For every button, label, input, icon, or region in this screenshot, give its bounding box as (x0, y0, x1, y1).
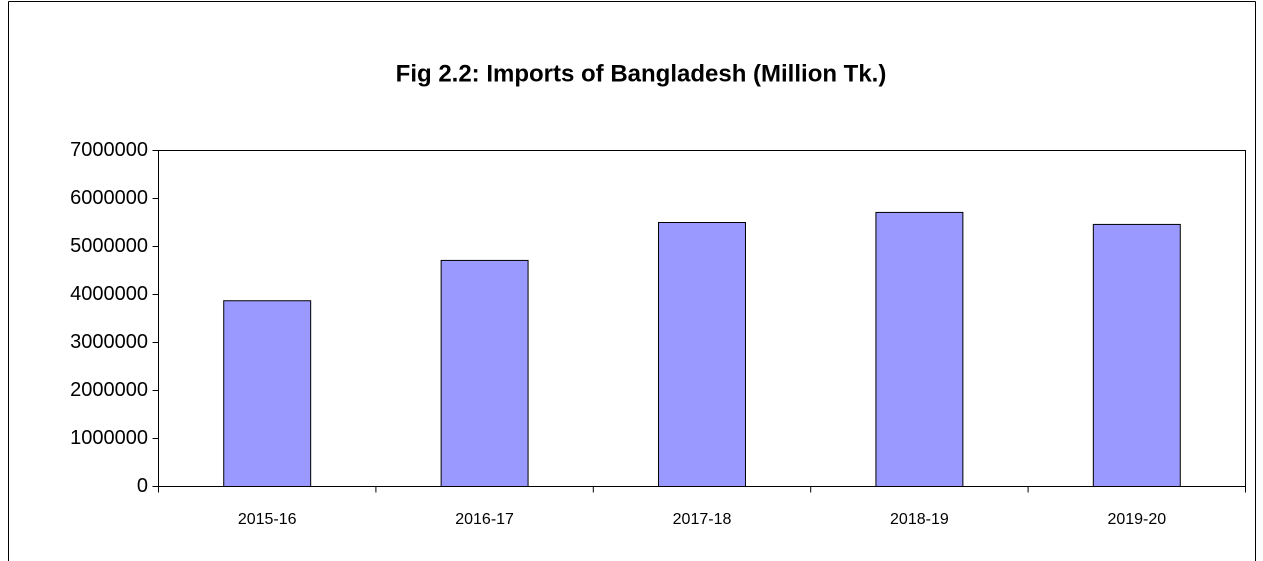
y-tick-label: 5000000 (70, 235, 148, 257)
y-tick-label: 2000000 (70, 379, 148, 401)
x-tick-label: 2016-17 (455, 511, 514, 528)
bar (1092, 223, 1181, 487)
y-tick-label: 0 (137, 475, 148, 497)
y-tick-label: 6000000 (70, 187, 148, 209)
y-tick-label: 4000000 (70, 283, 148, 305)
y-tick-label: 1000000 (70, 427, 148, 449)
bar (875, 211, 964, 487)
x-tick-label: 2015-16 (238, 511, 297, 528)
bar (223, 300, 312, 487)
y-tick-label: 3000000 (70, 331, 148, 353)
x-tick-label: 2018-19 (890, 511, 949, 528)
y-tick-label: 7000000 (70, 139, 148, 161)
x-tick-label: 2019-20 (1107, 511, 1166, 528)
chart-title: Fig 2.2: Imports of Bangladesh (Million … (396, 60, 887, 87)
bar (440, 259, 529, 488)
bar (658, 222, 746, 487)
x-tick-label: 2017-18 (673, 511, 732, 528)
